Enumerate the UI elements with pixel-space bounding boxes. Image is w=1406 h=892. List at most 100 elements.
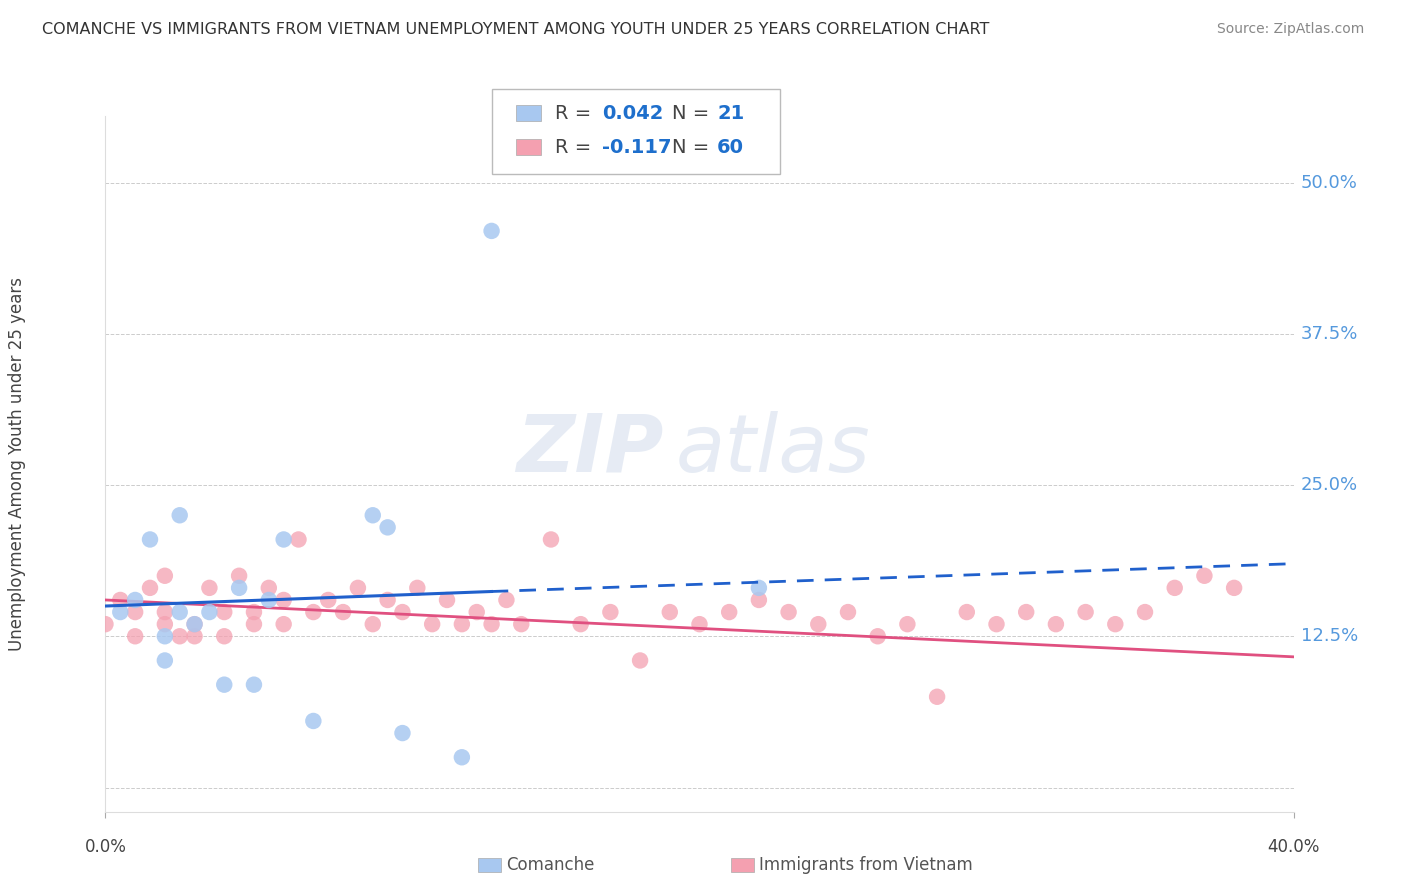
- Point: [243, 678, 266, 692]
- Point: [110, 593, 132, 607]
- Text: 0.0%: 0.0%: [84, 838, 127, 856]
- Text: 60: 60: [717, 137, 744, 157]
- Point: [110, 605, 132, 619]
- Point: [377, 593, 399, 607]
- Point: [198, 581, 221, 595]
- Point: [748, 581, 770, 595]
- Text: Comanche: Comanche: [506, 856, 595, 874]
- Point: [153, 629, 176, 643]
- Point: [153, 653, 176, 667]
- Point: [599, 605, 621, 619]
- Point: [273, 617, 295, 632]
- Point: [956, 605, 979, 619]
- Point: [361, 508, 384, 523]
- Point: [481, 617, 503, 632]
- Point: [257, 593, 280, 607]
- Point: [377, 520, 399, 534]
- Text: R =: R =: [555, 137, 598, 157]
- Point: [391, 605, 413, 619]
- Point: [658, 605, 681, 619]
- Point: [124, 629, 146, 643]
- Point: [124, 593, 146, 607]
- Point: [927, 690, 949, 704]
- Point: [153, 568, 176, 582]
- Text: 0.042: 0.042: [602, 103, 664, 123]
- Point: [778, 605, 800, 619]
- Point: [183, 629, 205, 643]
- Point: [361, 617, 384, 632]
- Point: [243, 605, 266, 619]
- Point: [273, 593, 295, 607]
- Text: Immigrants from Vietnam: Immigrants from Vietnam: [759, 856, 973, 874]
- Text: N =: N =: [672, 137, 716, 157]
- Point: [94, 617, 117, 632]
- Point: [302, 714, 325, 728]
- Text: 40.0%: 40.0%: [1267, 838, 1320, 856]
- Point: [807, 617, 830, 632]
- Point: [510, 617, 533, 632]
- Text: 12.5%: 12.5%: [1301, 627, 1358, 645]
- Point: [1074, 605, 1097, 619]
- Point: [1194, 568, 1216, 582]
- Point: [436, 593, 458, 607]
- Text: Source: ZipAtlas.com: Source: ZipAtlas.com: [1216, 22, 1364, 37]
- Text: atlas: atlas: [676, 411, 870, 489]
- Point: [228, 581, 250, 595]
- Text: 21: 21: [717, 103, 744, 123]
- Text: 25.0%: 25.0%: [1301, 476, 1358, 494]
- Point: [450, 617, 472, 632]
- Point: [139, 581, 162, 595]
- Text: 50.0%: 50.0%: [1301, 174, 1357, 192]
- Point: [986, 617, 1008, 632]
- Point: [391, 726, 413, 740]
- Point: [1045, 617, 1067, 632]
- Text: N =: N =: [672, 103, 716, 123]
- Point: [450, 750, 472, 764]
- Point: [169, 629, 191, 643]
- Point: [465, 605, 488, 619]
- Point: [124, 605, 146, 619]
- Point: [302, 605, 325, 619]
- Point: [748, 593, 770, 607]
- Text: -0.117: -0.117: [602, 137, 671, 157]
- Text: R =: R =: [555, 103, 598, 123]
- Point: [540, 533, 562, 547]
- Point: [198, 605, 221, 619]
- Point: [689, 617, 711, 632]
- Point: [837, 605, 859, 619]
- Point: [214, 605, 236, 619]
- Point: [153, 605, 176, 619]
- Text: 37.5%: 37.5%: [1301, 325, 1358, 343]
- Point: [214, 678, 236, 692]
- Point: [866, 629, 889, 643]
- Point: [183, 617, 205, 632]
- Point: [169, 508, 191, 523]
- Point: [139, 533, 162, 547]
- Point: [347, 581, 370, 595]
- Point: [896, 617, 918, 632]
- Point: [420, 617, 443, 632]
- Point: [1015, 605, 1038, 619]
- Point: [481, 224, 503, 238]
- Point: [169, 605, 191, 619]
- Point: [495, 593, 517, 607]
- Point: [1133, 605, 1156, 619]
- Point: [1164, 581, 1187, 595]
- Point: [628, 653, 651, 667]
- Point: [257, 581, 280, 595]
- Point: [332, 605, 354, 619]
- Point: [1223, 581, 1246, 595]
- Text: COMANCHE VS IMMIGRANTS FROM VIETNAM UNEMPLOYMENT AMONG YOUTH UNDER 25 YEARS CORR: COMANCHE VS IMMIGRANTS FROM VIETNAM UNEM…: [42, 22, 990, 37]
- Point: [1104, 617, 1126, 632]
- Point: [183, 617, 205, 632]
- Point: [718, 605, 741, 619]
- Point: [214, 629, 236, 643]
- Point: [273, 533, 295, 547]
- Point: [153, 617, 176, 632]
- Point: [228, 568, 250, 582]
- Point: [316, 593, 339, 607]
- Point: [569, 617, 592, 632]
- Text: Unemployment Among Youth under 25 years: Unemployment Among Youth under 25 years: [8, 277, 25, 651]
- Point: [406, 581, 429, 595]
- Point: [287, 533, 309, 547]
